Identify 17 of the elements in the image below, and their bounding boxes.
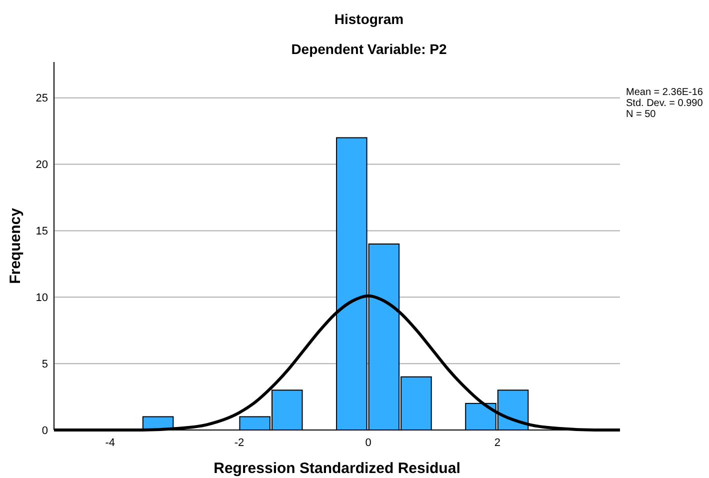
y-tick-label: 0 xyxy=(42,424,48,437)
y-tick-label: 25 xyxy=(36,92,48,105)
chart-subtitle: Dependent Variable: P2 xyxy=(291,41,448,57)
y-tick-label: 15 xyxy=(36,226,48,238)
x-tick-label: 2 xyxy=(494,437,500,449)
text: Mean = 2.36E-16 xyxy=(626,87,704,98)
y-tick-label: 20 xyxy=(36,159,48,172)
x-tick-label: 0 xyxy=(365,437,372,449)
chart-title: Histogram xyxy=(334,11,404,27)
y-tick-label: 5 xyxy=(42,358,48,370)
text: Std. Dev. = 0.990 xyxy=(626,98,704,109)
x-tick-label: -2 xyxy=(234,437,244,449)
y-axis-title: Frequency xyxy=(7,207,24,284)
x-tick-label: -4 xyxy=(105,437,116,449)
text: N = 50 xyxy=(626,109,656,120)
x-axis-title: Regression Standardized Residual xyxy=(214,460,460,477)
y-tick-label: 10 xyxy=(36,292,48,304)
